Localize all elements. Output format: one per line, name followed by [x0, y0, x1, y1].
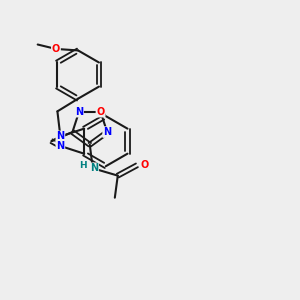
- Text: N: N: [75, 107, 83, 117]
- Text: N: N: [103, 127, 111, 137]
- Text: N: N: [56, 131, 64, 141]
- Text: O: O: [140, 160, 149, 170]
- Text: H: H: [80, 161, 87, 170]
- Text: O: O: [52, 44, 60, 54]
- Text: N: N: [56, 141, 64, 151]
- Text: N: N: [90, 163, 98, 173]
- Text: O: O: [96, 107, 105, 117]
